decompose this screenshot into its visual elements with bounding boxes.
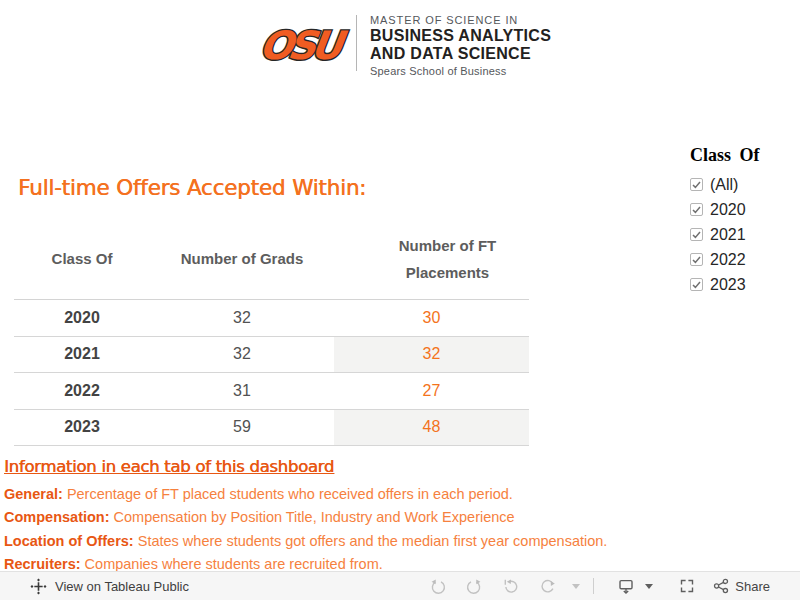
table-row: 2022 31 27 — [14, 373, 529, 410]
osu-logo: OSU — [256, 10, 348, 76]
filter-option-label: (All) — [710, 176, 738, 194]
col-header-ft-placements: Number of FT Placements — [350, 227, 545, 299]
view-on-tableau-public-label: View on Tableau Public — [55, 579, 189, 594]
cell-placements: 27 — [334, 373, 529, 409]
cell-grads: 31 — [150, 373, 334, 409]
share-label[interactable]: Share — [735, 579, 770, 594]
undo-icon[interactable] — [429, 577, 447, 595]
page-title: Full-time Offers Accepted Within: — [18, 175, 366, 200]
info-label: General: — [4, 486, 63, 502]
logo-divider — [356, 15, 357, 71]
filter-option-2021[interactable]: 2021 — [690, 222, 760, 247]
info-line-general: General: Percentage of FT placed student… — [4, 483, 607, 506]
checkbox-checked-icon[interactable] — [690, 203, 703, 216]
logo-text: MASTER OF SCIENCE IN BUSINESS ANALYTICS … — [370, 10, 551, 77]
cell-grads: 32 — [150, 337, 334, 373]
download-caret-icon[interactable] — [644, 577, 654, 595]
redo-icon[interactable] — [465, 577, 483, 595]
info-block: Information in each tab of this dashboar… — [4, 457, 607, 576]
replay-icon[interactable] — [502, 577, 520, 595]
info-line-compensation: Compensation: Compensation by Position T… — [4, 506, 607, 529]
cell-placements: 32 — [334, 337, 529, 373]
class-of-filter: Class Of (All) 2020 2021 2022 2023 — [690, 145, 760, 297]
cell-placements: 30 — [334, 300, 529, 336]
cell-grads: 32 — [150, 300, 334, 336]
logo-line-4: Spears School of Business — [370, 65, 551, 77]
info-label: Recruiters: — [4, 556, 81, 572]
osu-logo-text: OSU — [257, 23, 350, 68]
checkbox-checked-icon[interactable] — [690, 178, 703, 191]
checkbox-checked-icon[interactable] — [690, 228, 703, 241]
cell-year: 2021 — [14, 337, 150, 373]
info-label: Location of Offers: — [4, 533, 134, 549]
info-heading: Information in each tab of this dashboar… — [4, 457, 607, 476]
filter-option-2022[interactable]: 2022 — [690, 247, 760, 272]
logo-line-2: BUSINESS ANALYTICS — [370, 28, 551, 44]
tableau-toolbar: View on Tableau Public — [0, 571, 800, 600]
table-row: 2021 32 32 — [14, 337, 529, 374]
table-header-row: Class Of Number of Grads Number of FT Pl… — [14, 227, 529, 300]
filter-option-label: 2023 — [710, 276, 746, 294]
fullscreen-icon[interactable] — [678, 577, 696, 595]
header-logo: OSU MASTER OF SCIENCE IN BUSINESS ANALYT… — [256, 10, 551, 77]
share-icon[interactable] — [712, 577, 730, 595]
refresh-icon[interactable] — [538, 577, 556, 595]
toolbar-separator — [593, 578, 594, 594]
cell-year: 2020 — [14, 300, 150, 336]
col-header-number-of-grads: Number of Grads — [150, 227, 334, 299]
download-icon[interactable] — [617, 577, 635, 595]
table-row: 2023 59 48 — [14, 410, 529, 447]
info-text: States where students got offers and the… — [138, 533, 608, 549]
cell-placements: 48 — [334, 410, 529, 446]
cell-grads: 59 — [150, 410, 334, 446]
refresh-caret-icon[interactable] — [571, 577, 581, 595]
checkbox-checked-icon[interactable] — [690, 278, 703, 291]
filter-option-2023[interactable]: 2023 — [690, 272, 760, 297]
filter-option-label: 2022 — [710, 251, 746, 269]
tableau-logo-icon — [30, 578, 47, 595]
checkbox-checked-icon[interactable] — [690, 253, 703, 266]
logo-line-3: AND DATA SCIENCE — [370, 46, 551, 62]
filter-option-all[interactable]: (All) — [690, 172, 760, 197]
info-line-location: Location of Offers: States where student… — [4, 530, 607, 553]
cell-year: 2022 — [14, 373, 150, 409]
col-header-class-of: Class Of — [14, 227, 150, 299]
view-on-tableau-public[interactable]: View on Tableau Public — [30, 578, 189, 595]
cell-year: 2023 — [14, 410, 150, 446]
offers-table: Class Of Number of Grads Number of FT Pl… — [14, 227, 529, 446]
info-text: Percentage of FT placed students who rec… — [67, 486, 513, 502]
info-label: Compensation: — [4, 509, 110, 525]
filter-option-2020[interactable]: 2020 — [690, 197, 760, 222]
filter-title: Class Of — [690, 145, 760, 166]
info-text: Companies where students are recruited f… — [85, 556, 383, 572]
logo-line-1: MASTER OF SCIENCE IN — [370, 14, 551, 26]
info-text: Compensation by Position Title, Industry… — [114, 509, 515, 525]
filter-option-label: 2021 — [710, 226, 746, 244]
table-row: 2020 32 30 — [14, 300, 529, 337]
filter-option-label: 2020 — [710, 201, 746, 219]
